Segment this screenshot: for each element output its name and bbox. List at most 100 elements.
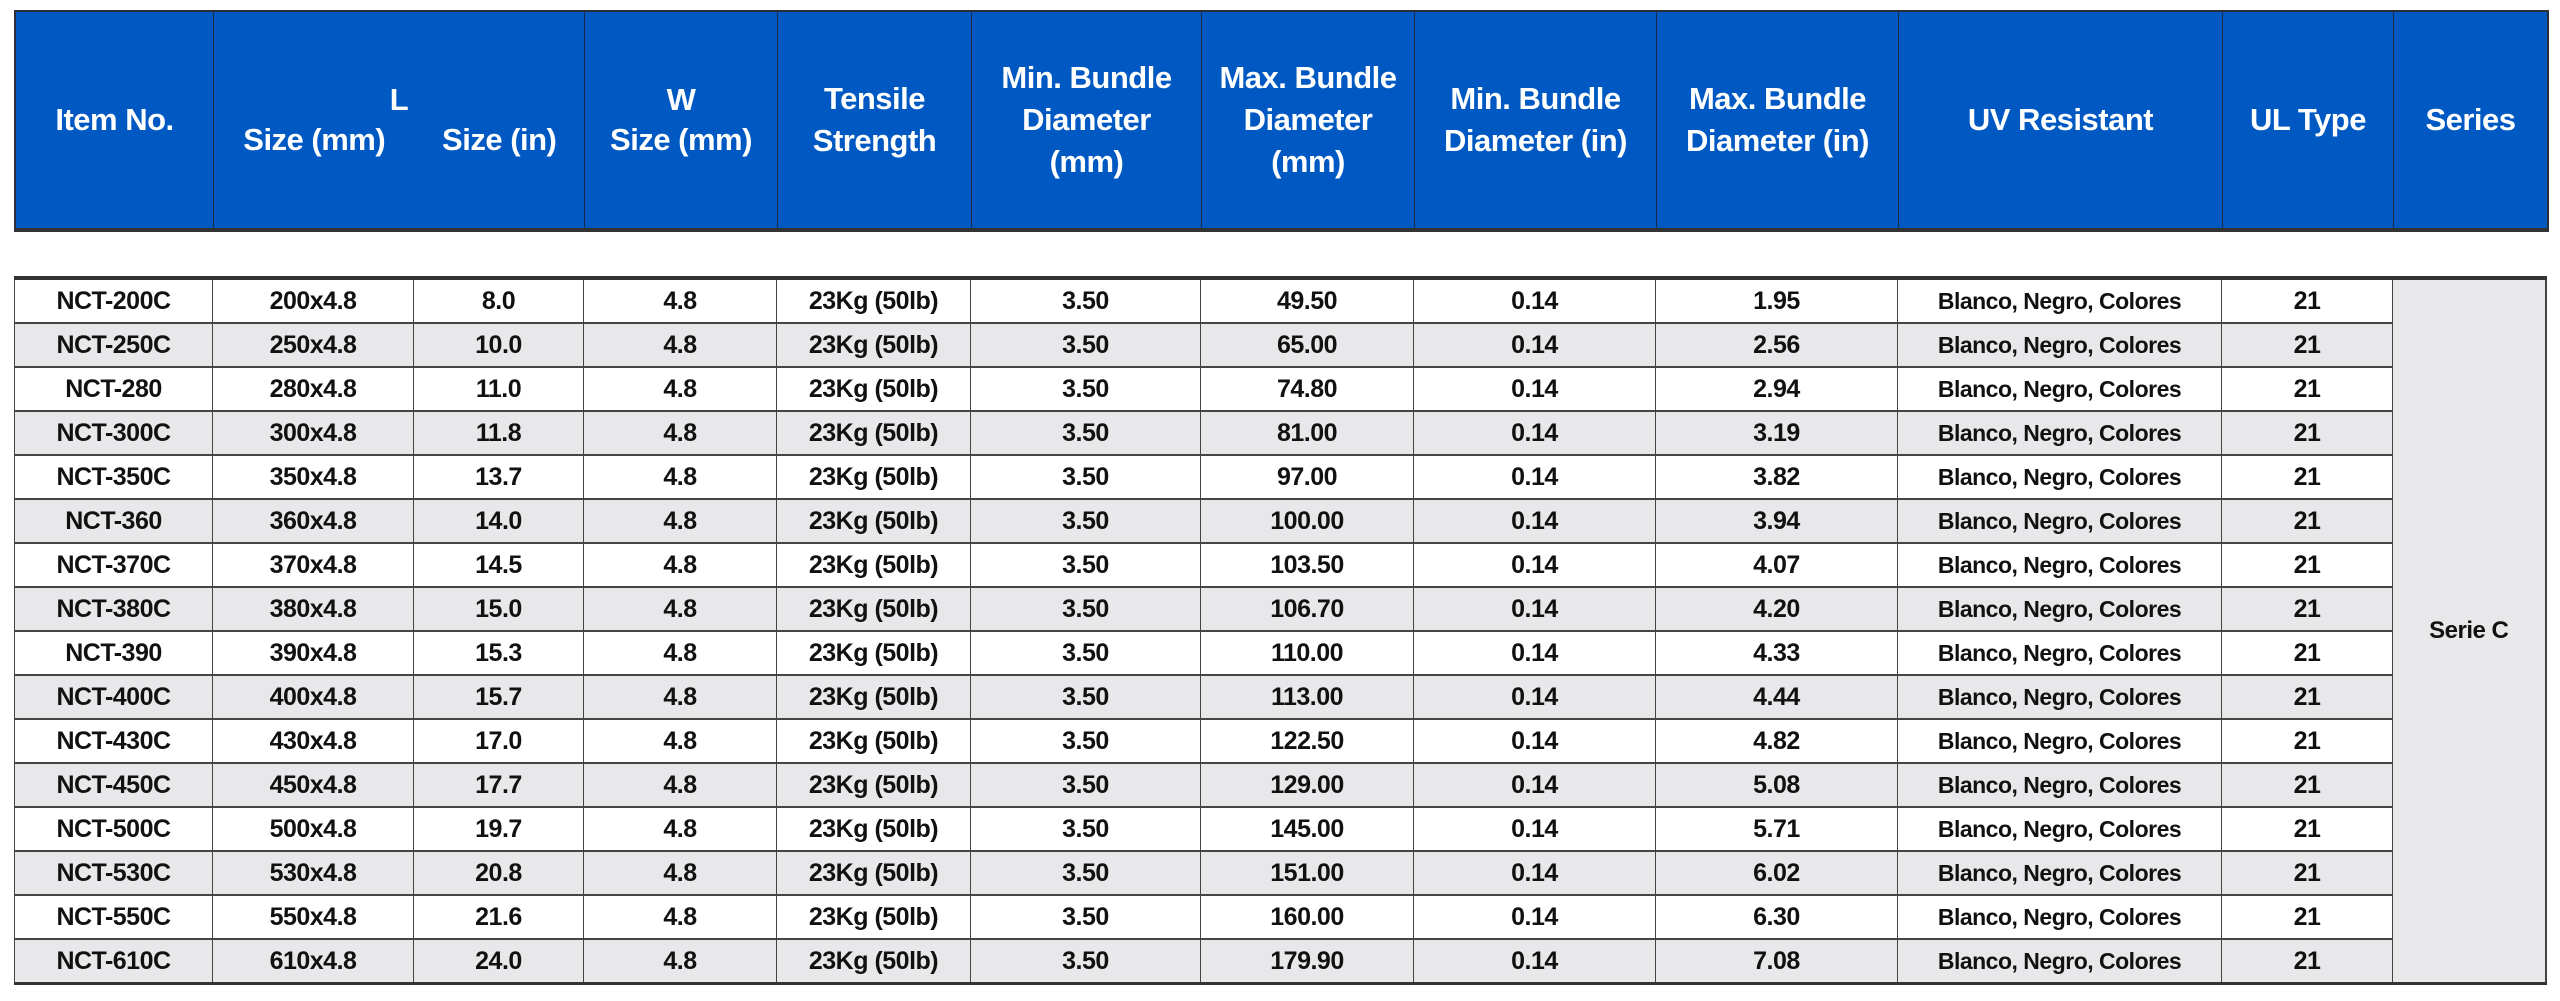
cell-min-bundle-mm: 3.50 xyxy=(970,542,1201,588)
cell-min-bundle-in: 0.14 xyxy=(1413,366,1656,412)
cell-l-size-in: 14.0 xyxy=(413,498,584,544)
cell-item-no: NCT-300C xyxy=(14,410,213,456)
cell-item-no: NCT-500C xyxy=(14,806,213,852)
cell-ul-type: 21 xyxy=(2221,938,2393,985)
cell-ul-type: 21 xyxy=(2221,498,2393,544)
cell-w-size-mm: 4.8 xyxy=(583,277,777,324)
table-row: NCT-250C 250x4.8 10.0 4.8 23Kg (50lb) 3.50 65.… xyxy=(14,322,2546,368)
cell-min-bundle-mm: 3.50 xyxy=(970,806,1201,852)
cell-max-bundle-in: 4.20 xyxy=(1655,586,1898,632)
cell-l-size-mm: 380x4.8 xyxy=(212,586,414,632)
cell-l-size-mm: 400x4.8 xyxy=(212,674,414,720)
table-row: NCT-390 390x4.8 15.3 4.8 23Kg (50lb) 3.50 110.… xyxy=(14,630,2546,676)
table-row: NCT-400C 400x4.8 15.7 4.8 23Kg (50lb) 3.50 113… xyxy=(14,674,2546,720)
cell-max-bundle-mm: 179.90 xyxy=(1200,938,1414,985)
cell-l-size-in: 20.8 xyxy=(413,850,584,896)
header-length: L Size (mm) Size (in) xyxy=(214,12,585,228)
table-row: NCT-500C 500x4.8 19.7 4.8 23Kg (50lb) 3.50 145… xyxy=(14,806,2546,852)
cell-min-bundle-in: 0.14 xyxy=(1413,277,1656,324)
cell-w-size-mm: 4.8 xyxy=(583,542,777,588)
table-row: NCT-300C 300x4.8 11.8 4.8 23Kg (50lb) 3.50 81.… xyxy=(14,410,2546,456)
cell-series: Serie C xyxy=(2392,277,2547,985)
cell-max-bundle-in: 2.56 xyxy=(1655,322,1898,368)
cell-uv-resistant: Blanco, Negro, Colores xyxy=(1897,894,2222,940)
cell-max-bundle-in: 3.94 xyxy=(1655,498,1898,544)
header-w: W xyxy=(666,82,696,118)
cell-max-bundle-in: 5.08 xyxy=(1655,762,1898,808)
cell-min-bundle-mm: 3.50 xyxy=(970,410,1201,456)
cell-uv-resistant: Blanco, Negro, Colores xyxy=(1897,806,2222,852)
cell-max-bundle-mm: 100.00 xyxy=(1200,498,1414,544)
cell-item-no: NCT-390 xyxy=(14,630,213,676)
cell-l-size-mm: 390x4.8 xyxy=(212,630,414,676)
cell-tensile-strength: 23Kg (50lb) xyxy=(776,277,971,324)
cell-item-no: NCT-250C xyxy=(14,322,213,368)
cell-ul-type: 21 xyxy=(2221,718,2393,764)
cell-ul-type: 21 xyxy=(2221,850,2393,896)
spec-table: NCT-200C 200x4.8 8.0 4.8 23Kg (50lb) 3.50 49.5… xyxy=(14,276,2547,985)
cell-w-size-mm: 4.8 xyxy=(583,762,777,808)
table-row: NCT-370C 370x4.8 14.5 4.8 23Kg (50lb) 3.50 103… xyxy=(14,542,2546,588)
cell-max-bundle-in: 4.07 xyxy=(1655,542,1898,588)
cell-item-no: NCT-530C xyxy=(14,850,213,896)
cell-ul-type: 21 xyxy=(2221,630,2393,676)
table-row: NCT-450C 450x4.8 17.7 4.8 23Kg (50lb) 3.50 129… xyxy=(14,762,2546,808)
cell-item-no: NCT-360 xyxy=(14,498,213,544)
cell-ul-type: 21 xyxy=(2221,322,2393,368)
cell-ul-type: 21 xyxy=(2221,366,2393,412)
cell-item-no: NCT-380C xyxy=(14,586,213,632)
cell-tensile-strength: 23Kg (50lb) xyxy=(776,762,971,808)
table-row: NCT-530C 530x4.8 20.8 4.8 23Kg (50lb) 3.50 151… xyxy=(14,850,2546,896)
cell-l-size-mm: 430x4.8 xyxy=(212,718,414,764)
cell-min-bundle-in: 0.14 xyxy=(1413,938,1656,985)
cell-min-bundle-mm: 3.50 xyxy=(970,762,1201,808)
table-row: NCT-430C 430x4.8 17.0 4.8 23Kg (50lb) 3.50 122… xyxy=(14,718,2546,764)
cell-max-bundle-in: 1.95 xyxy=(1655,277,1898,324)
cell-uv-resistant: Blanco, Negro, Colores xyxy=(1897,850,2222,896)
cell-tensile-strength: 23Kg (50lb) xyxy=(776,850,971,896)
cell-l-size-mm: 360x4.8 xyxy=(212,498,414,544)
cell-min-bundle-in: 0.14 xyxy=(1413,410,1656,456)
cell-ul-type: 21 xyxy=(2221,894,2393,940)
cell-min-bundle-mm: 3.50 xyxy=(970,674,1201,720)
cell-uv-resistant: Blanco, Negro, Colores xyxy=(1897,454,2222,500)
table-row: NCT-610C 610x4.8 24.0 4.8 23Kg (50lb) 3.50 179… xyxy=(14,938,2546,985)
cell-max-bundle-in: 5.71 xyxy=(1655,806,1898,852)
header-min-mm: Min. Bundle Diameter (mm) xyxy=(972,12,1202,228)
cell-uv-resistant: Blanco, Negro, Colores xyxy=(1897,762,2222,808)
cell-item-no: NCT-350C xyxy=(14,454,213,500)
cell-uv-resistant: Blanco, Negro, Colores xyxy=(1897,674,2222,720)
cell-w-size-mm: 4.8 xyxy=(583,938,777,985)
cell-min-bundle-in: 0.14 xyxy=(1413,322,1656,368)
cell-min-bundle-mm: 3.50 xyxy=(970,938,1201,985)
cell-uv-resistant: Blanco, Negro, Colores xyxy=(1897,938,2222,985)
header-max-in: Max. Bundle Diameter (in) xyxy=(1657,12,1899,228)
cell-min-bundle-in: 0.14 xyxy=(1413,718,1656,764)
cell-uv-resistant: Blanco, Negro, Colores xyxy=(1897,498,2222,544)
cell-l-size-mm: 200x4.8 xyxy=(212,277,414,324)
cell-l-size-mm: 300x4.8 xyxy=(212,410,414,456)
cell-tensile-strength: 23Kg (50lb) xyxy=(776,938,971,985)
cell-min-bundle-mm: 3.50 xyxy=(970,322,1201,368)
cell-max-bundle-in: 3.19 xyxy=(1655,410,1898,456)
cell-l-size-mm: 280x4.8 xyxy=(212,366,414,412)
cell-min-bundle-in: 0.14 xyxy=(1413,498,1656,544)
cell-ul-type: 21 xyxy=(2221,410,2393,456)
cell-tensile-strength: 23Kg (50lb) xyxy=(776,894,971,940)
cell-min-bundle-mm: 3.50 xyxy=(970,850,1201,896)
cell-max-bundle-in: 6.30 xyxy=(1655,894,1898,940)
cell-min-bundle-in: 0.14 xyxy=(1413,850,1656,896)
cell-ul-type: 21 xyxy=(2221,542,2393,588)
cell-item-no: NCT-280 xyxy=(14,366,213,412)
cell-ul-type: 21 xyxy=(2221,277,2393,324)
cell-w-size-mm: 4.8 xyxy=(583,454,777,500)
cell-l-size-mm: 530x4.8 xyxy=(212,850,414,896)
cell-tensile-strength: 23Kg (50lb) xyxy=(776,322,971,368)
cell-w-size-mm: 4.8 xyxy=(583,850,777,896)
cell-tensile-strength: 23Kg (50lb) xyxy=(776,674,971,720)
cell-min-bundle-in: 0.14 xyxy=(1413,762,1656,808)
cell-w-size-mm: 4.8 xyxy=(583,410,777,456)
cell-max-bundle-in: 3.82 xyxy=(1655,454,1898,500)
cell-uv-resistant: Blanco, Negro, Colores xyxy=(1897,277,2222,324)
cell-tensile-strength: 23Kg (50lb) xyxy=(776,718,971,764)
